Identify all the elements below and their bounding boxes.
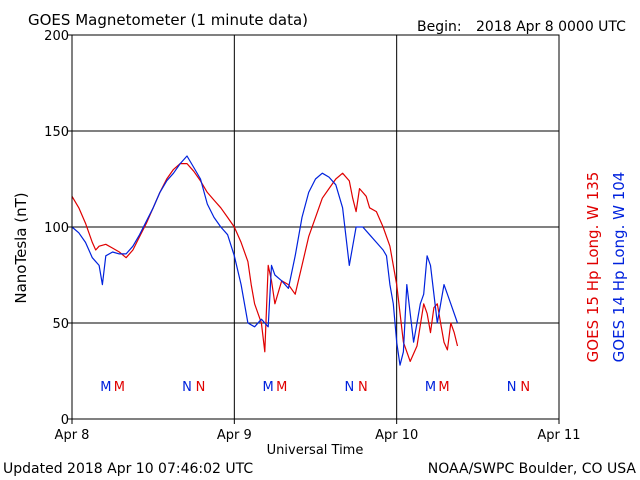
legend-goes14: GOES 14 Hp Long. W 104 xyxy=(610,172,628,363)
noon-marker: N xyxy=(507,380,517,395)
x-axis-ticks: Apr 8 Apr 9 Apr 10 Apr 11 xyxy=(55,419,581,443)
x-axis-label: Universal Time xyxy=(267,443,364,458)
midnight-marker: M xyxy=(425,380,436,395)
y-tick-label: 200 xyxy=(44,29,69,44)
y-tick-label: 50 xyxy=(52,317,69,332)
midnight-marker: M xyxy=(438,380,449,395)
series-line-goes14 xyxy=(71,155,459,366)
series-lines xyxy=(71,155,459,366)
y-tick-label: 100 xyxy=(44,221,69,236)
midnight-marker: M xyxy=(100,380,111,395)
midnight-marker: M xyxy=(114,380,125,395)
chart-title: GOES Magnetometer (1 minute data) xyxy=(28,11,308,29)
series-line-goes15 xyxy=(71,163,459,362)
x-tick-label: Apr 8 xyxy=(55,428,90,443)
y-axis-ticks: 0 50 100 150 200 xyxy=(44,29,72,428)
x-tick-label: Apr 9 xyxy=(217,428,252,443)
x-tick-label: Apr 11 xyxy=(537,428,580,443)
y-tick-label: 150 xyxy=(44,125,69,140)
x-tick-label: Apr 10 xyxy=(375,428,418,443)
midnight-marker: M xyxy=(263,380,274,395)
y-axis-label: NanoTesla (nT) xyxy=(12,192,30,303)
grid xyxy=(72,35,559,419)
credit-text: NOAA/SWPC Boulder, CO USA xyxy=(428,461,637,477)
begin-value: 2018 Apr 8 0000 UTC xyxy=(476,19,626,35)
noon-marker: N xyxy=(358,380,368,395)
y-tick-label: 0 xyxy=(61,413,69,428)
midnight-marker: M xyxy=(276,380,287,395)
begin-label: Begin: xyxy=(417,19,462,35)
noon-marker: N xyxy=(344,380,354,395)
noon-marker: N xyxy=(520,380,530,395)
noon-marker: N xyxy=(182,380,192,395)
legend-goes15: GOES 15 Hp Long. W 135 xyxy=(584,172,602,363)
noon-marker: N xyxy=(196,380,206,395)
updated-timestamp: Updated 2018 Apr 10 07:46:02 UTC xyxy=(3,461,253,477)
